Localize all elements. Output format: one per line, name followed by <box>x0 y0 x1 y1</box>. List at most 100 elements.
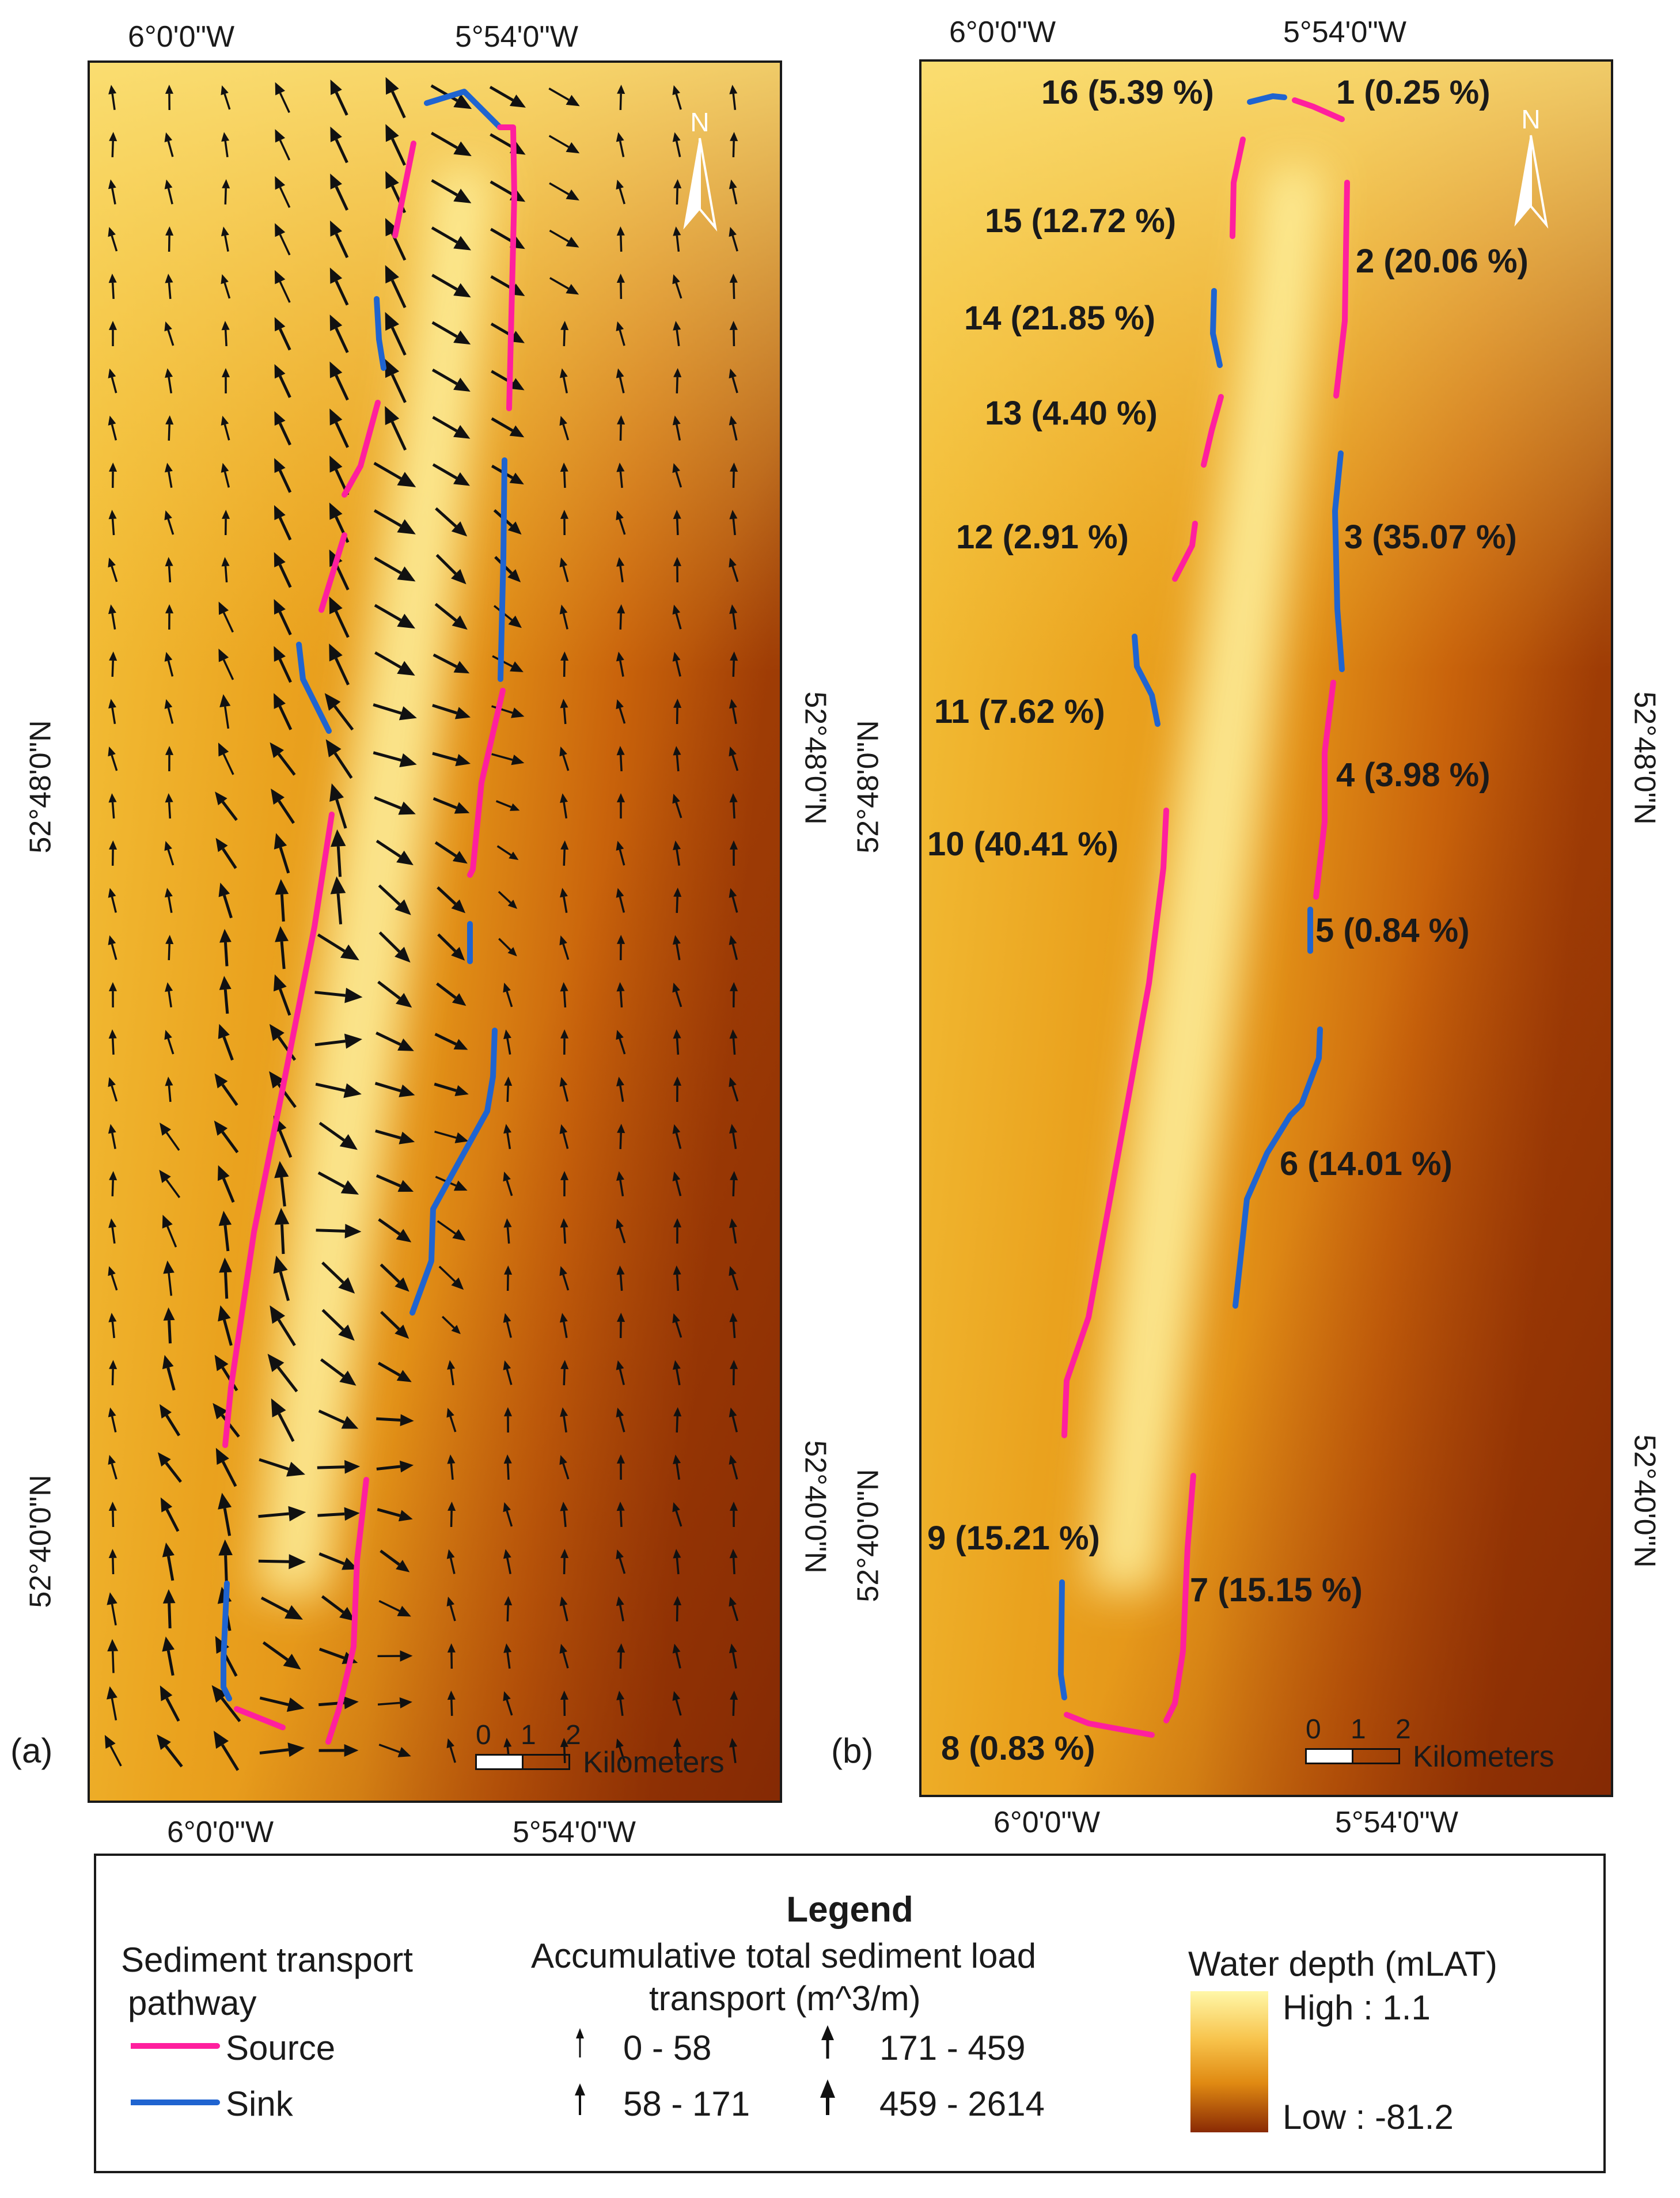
transport-arrow <box>616 179 625 204</box>
sink-pathway <box>221 1581 232 1701</box>
transport-arrow <box>374 651 415 676</box>
transport-arrow <box>377 1362 412 1382</box>
transport-arrow <box>616 132 625 157</box>
transport-arrow <box>221 85 231 110</box>
transport-arrow <box>729 935 738 960</box>
transport-arrow <box>213 1403 240 1438</box>
transport-arrow <box>274 270 291 303</box>
transport-arrow <box>672 604 682 630</box>
transport-arrow <box>163 1307 175 1344</box>
transport-arrow <box>503 1029 511 1055</box>
transport-arrow <box>376 839 414 866</box>
transport-arrow <box>108 415 117 441</box>
transport-arrow <box>108 746 118 771</box>
scale-tick-1: 1 <box>1351 1714 1366 1745</box>
transport-arrow <box>378 1218 412 1242</box>
transport-arrow <box>162 1589 176 1629</box>
transport-arrow <box>380 1310 409 1339</box>
transport-arrow <box>673 1029 681 1055</box>
transport-arrow <box>437 886 466 914</box>
transport-arrow <box>560 840 569 866</box>
transport-arrow <box>159 1404 181 1437</box>
transport-arrow <box>616 888 625 913</box>
transport-arrow <box>729 1502 738 1528</box>
transport-arrow <box>108 1502 117 1528</box>
transport-arrow <box>559 415 570 441</box>
transport-arrow <box>504 1596 513 1622</box>
source-pathway-2 <box>1333 180 1350 399</box>
transport-arrow <box>318 1744 359 1757</box>
transport-arrow <box>435 554 467 585</box>
transport-arrow <box>385 312 407 356</box>
transport-arrow <box>108 1124 116 1149</box>
segment-label-10: 10 (40.41 %) <box>927 825 1119 863</box>
transport-arrow <box>441 1316 461 1335</box>
transport-arrow <box>376 1031 414 1051</box>
transport-arrow <box>729 746 739 771</box>
transport-arrow <box>160 1497 180 1532</box>
transport-arrow <box>673 1218 682 1244</box>
transport-arrow <box>729 1077 739 1102</box>
source-pathway-4 <box>1313 680 1336 900</box>
transport-arrow <box>164 132 174 157</box>
transport-arrow <box>270 742 296 776</box>
transport-arrow <box>219 694 231 729</box>
transport-arrow <box>503 1313 512 1338</box>
transport-arrow <box>108 321 117 347</box>
transport-arrow <box>108 1454 117 1480</box>
transport-arrow <box>434 602 468 630</box>
transport-arrow <box>259 1742 305 1757</box>
transport-arrow <box>221 463 230 488</box>
transport-arrow <box>378 1600 411 1617</box>
transport-arrow <box>215 791 238 821</box>
transport-arrow <box>219 1257 232 1299</box>
panel-b-bathymetry <box>921 62 1611 1795</box>
transport-arrow <box>672 983 682 1007</box>
transport-arrow <box>219 976 232 1014</box>
transport-arrow <box>672 132 681 157</box>
transport-arrow <box>162 1355 176 1391</box>
transport-arrow <box>164 1030 175 1055</box>
transport-arrow <box>108 935 117 960</box>
scale-bar-a: 0 1 2 Kilometers <box>473 1719 773 1783</box>
transport-arrow <box>164 888 173 913</box>
panel-b-bottom-lon-1: 6°0'0"W <box>993 1806 1101 1839</box>
transport-arrow <box>503 1407 513 1433</box>
transport-arrow <box>259 1458 305 1477</box>
transport-arrow <box>108 888 117 913</box>
transport-arrow <box>446 1408 457 1433</box>
transport-arrow <box>331 829 346 877</box>
transport-arrow <box>729 604 738 630</box>
transport-arrow <box>560 699 568 725</box>
transport-arrow <box>503 1454 512 1480</box>
transport-arrow <box>729 1029 738 1055</box>
transport-arrow <box>729 888 738 913</box>
source-pathway-1 <box>1292 97 1345 122</box>
transport-arrow <box>431 274 471 298</box>
sink-pathway <box>374 296 386 371</box>
transport-arrow <box>617 85 625 111</box>
transport-arrow <box>433 653 470 674</box>
transport-arrow <box>559 1596 568 1621</box>
legend-transport-title-1: Accumulative total sediment load <box>531 1936 1037 1975</box>
transport-arrow <box>314 1033 362 1049</box>
transport-arrow <box>503 983 513 1007</box>
transport-arrow <box>503 1172 513 1196</box>
transport-arrow <box>559 1266 570 1291</box>
source-pathway <box>318 532 347 613</box>
transport-arrow <box>673 746 681 772</box>
panel-a-map <box>88 60 782 1803</box>
transport-arrow <box>446 1738 456 1763</box>
transport-arrow <box>616 1360 625 1385</box>
transport-arrow <box>164 321 175 346</box>
transport-arrow <box>275 879 289 922</box>
legend-class-2: 58 - 171 <box>623 2085 750 2123</box>
transport-arrow <box>673 1454 681 1480</box>
transport-arrow <box>165 274 173 300</box>
transport-arrow <box>104 1735 122 1767</box>
transport-arrow <box>274 505 292 541</box>
transport-arrow <box>438 1265 464 1290</box>
transport-arrow <box>495 800 520 811</box>
transport-arrow <box>672 1360 681 1385</box>
transport-arrow <box>436 982 467 1006</box>
